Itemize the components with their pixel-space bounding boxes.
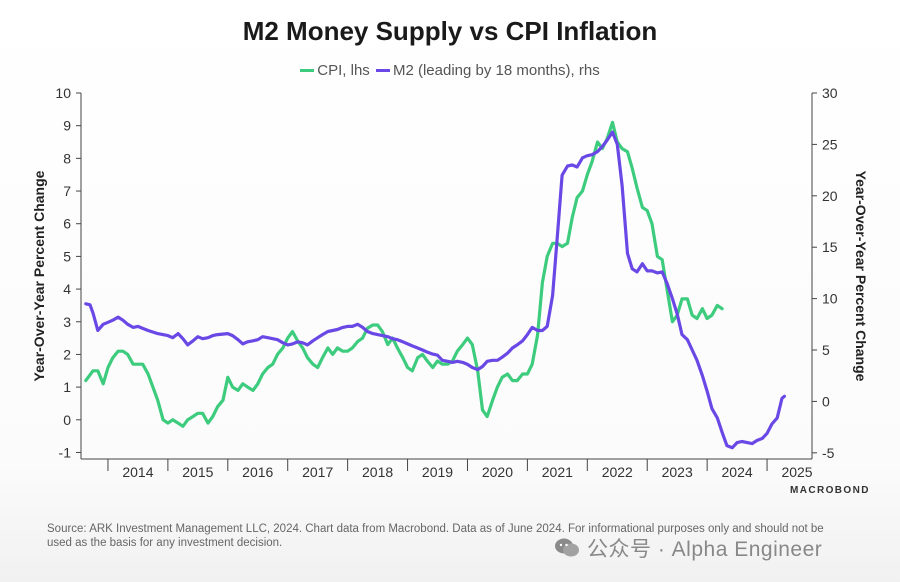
x-tick-label: 2018 [362, 464, 393, 480]
left-tick-label: 4 [63, 281, 71, 297]
left-tick-label: 0 [63, 412, 71, 428]
right-tick-label: 20 [822, 188, 838, 204]
right-tick-label: -5 [822, 445, 835, 461]
left-tick-label: 2 [63, 346, 71, 362]
left-tick-label: 3 [63, 314, 71, 330]
x-tick-label: 2021 [542, 464, 573, 480]
watermark-text: 公众号 · Alpha Engineer [587, 538, 823, 561]
right-tick-label: 30 [822, 85, 838, 101]
x-tick-label: 2019 [422, 464, 453, 480]
left-tick-label: 9 [63, 118, 71, 134]
x-tick-label: 2024 [722, 464, 753, 480]
watermark: 公众号 · Alpha Engineer [554, 533, 822, 563]
x-tick-label: 2014 [122, 464, 153, 480]
left-axis-title: Year-Over-Year Percent Change [31, 170, 47, 381]
left-tick-label: 7 [63, 183, 71, 199]
x-tick-label: 2016 [242, 464, 273, 480]
legend-label-m2: M2 (leading by 18 months), rhs [392, 62, 600, 79]
left-tick-label: 6 [63, 216, 71, 232]
macrobond-logo: MACROBOND [790, 485, 870, 496]
x-tick-label: 2017 [302, 464, 333, 480]
right-tick-label: 25 [822, 136, 838, 152]
x-tick-label: 2020 [482, 464, 513, 480]
legend-item-cpi: CPI, lhs [300, 62, 370, 79]
chart-title: M2 Money Supply vs CPI Inflation [242, 16, 658, 46]
right-tick-label: 0 [822, 393, 830, 409]
x-tick-label: 2025 [781, 464, 812, 480]
legend-swatch-m2 [375, 69, 390, 72]
right-tick-label: 5 [822, 342, 830, 358]
left-tick-label: -1 [59, 444, 72, 460]
cpi-series-line [84, 120, 724, 428]
legend-label-cpi: CPI, lhs [317, 62, 370, 79]
x-tick-label: 2023 [662, 464, 693, 480]
chart-legend: CPI, lhs M2 (leading by 18 months), rhs [0, 59, 900, 79]
wechat-icon [555, 538, 579, 557]
legend-item-m2: M2 (leading by 18 months), rhs [375, 62, 600, 79]
x-tick-label: 2022 [602, 464, 633, 480]
right-tick-label: 15 [822, 239, 838, 255]
left-tick-label: 8 [63, 150, 71, 166]
m2-series-line [84, 130, 786, 450]
right-tick-label: 10 [822, 291, 838, 307]
left-tick-label: 10 [55, 85, 71, 101]
left-tick-label: 1 [63, 379, 71, 395]
source-note: Source: ARK Investment Management LLC, 2… [47, 523, 824, 549]
x-tick-label: 2015 [182, 464, 213, 480]
legend-swatch-cpi [300, 69, 315, 72]
left-tick-label: 5 [63, 248, 71, 264]
right-axis-title: Year-Over-Year Percent Change [853, 171, 869, 382]
